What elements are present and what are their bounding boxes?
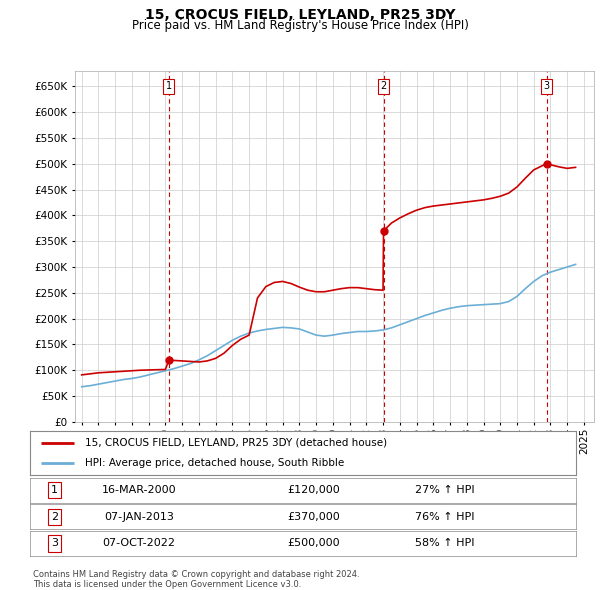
Text: Price paid vs. HM Land Registry's House Price Index (HPI): Price paid vs. HM Land Registry's House … (131, 19, 469, 32)
Text: 3: 3 (544, 81, 550, 91)
Text: £370,000: £370,000 (287, 512, 340, 522)
Text: 15, CROCUS FIELD, LEYLAND, PR25 3DY: 15, CROCUS FIELD, LEYLAND, PR25 3DY (145, 8, 455, 22)
Text: 07-OCT-2022: 07-OCT-2022 (103, 539, 176, 548)
Text: £120,000: £120,000 (287, 486, 340, 495)
Text: 07-JAN-2013: 07-JAN-2013 (104, 512, 174, 522)
Text: Contains HM Land Registry data © Crown copyright and database right 2024.
This d: Contains HM Land Registry data © Crown c… (33, 570, 359, 589)
Text: 2: 2 (51, 512, 58, 522)
Text: 1: 1 (166, 81, 172, 91)
Text: 16-MAR-2000: 16-MAR-2000 (102, 486, 176, 495)
Text: 3: 3 (51, 539, 58, 548)
Text: £500,000: £500,000 (287, 539, 340, 548)
Text: 58% ↑ HPI: 58% ↑ HPI (415, 539, 475, 548)
Text: 27% ↑ HPI: 27% ↑ HPI (415, 486, 475, 495)
Text: 2: 2 (380, 81, 386, 91)
Text: 76% ↑ HPI: 76% ↑ HPI (415, 512, 475, 522)
Text: 15, CROCUS FIELD, LEYLAND, PR25 3DY (detached house): 15, CROCUS FIELD, LEYLAND, PR25 3DY (det… (85, 438, 387, 448)
Text: 1: 1 (51, 486, 58, 495)
Text: HPI: Average price, detached house, South Ribble: HPI: Average price, detached house, Sout… (85, 458, 344, 468)
